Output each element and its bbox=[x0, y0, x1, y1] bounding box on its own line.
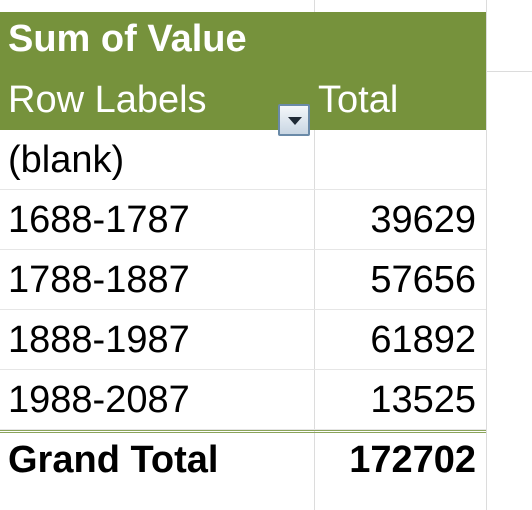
row-label-cell[interactable]: 1988-2087 bbox=[8, 376, 190, 424]
row-labels-header[interactable]: Row Labels bbox=[8, 76, 207, 124]
grand-total-value[interactable]: 172702 bbox=[349, 436, 476, 484]
pivot-table: Sum of Value Row Labels Total (blank) 16… bbox=[0, 12, 486, 491]
row-label-cell[interactable]: (blank) bbox=[8, 136, 124, 184]
row-label-cell[interactable]: 1888-1987 bbox=[8, 316, 190, 364]
row-value-cell[interactable]: 57656 bbox=[370, 256, 476, 304]
pivot-row[interactable]: 1888-1987 61892 bbox=[0, 310, 486, 370]
row-value-cell[interactable]: 13525 bbox=[370, 376, 476, 424]
pivot-header: Sum of Value Row Labels Total bbox=[0, 12, 486, 130]
pivot-row[interactable]: 1688-1787 39629 bbox=[0, 190, 486, 250]
row-label-cell[interactable]: 1788-1887 bbox=[8, 256, 190, 304]
pivot-row[interactable]: 1788-1887 57656 bbox=[0, 250, 486, 310]
row-label-cell[interactable]: 1688-1787 bbox=[8, 196, 190, 244]
pivot-row[interactable]: (blank) bbox=[0, 130, 486, 190]
grand-total-row[interactable]: Grand Total 172702 bbox=[0, 430, 486, 491]
gridline-vertical bbox=[486, 0, 487, 510]
row-value-cell[interactable]: 61892 bbox=[370, 316, 476, 364]
pivot-row[interactable]: 1988-2087 13525 bbox=[0, 370, 486, 430]
total-header[interactable]: Total bbox=[318, 76, 398, 124]
dropdown-arrow-icon bbox=[288, 117, 302, 125]
grand-total-label[interactable]: Grand Total bbox=[8, 436, 218, 484]
row-value-cell[interactable]: 39629 bbox=[370, 196, 476, 244]
pivot-title[interactable]: Sum of Value bbox=[8, 15, 247, 63]
